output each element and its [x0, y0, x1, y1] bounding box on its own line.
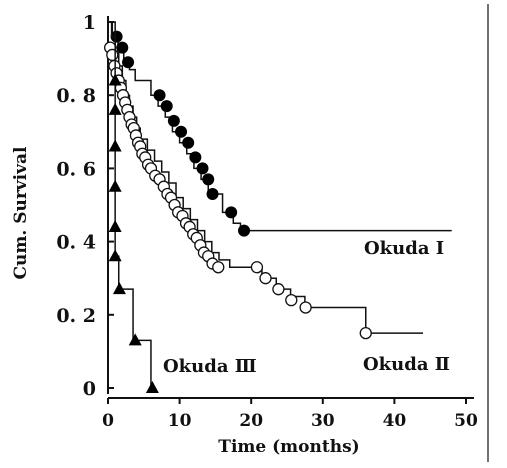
series-3-point — [108, 219, 122, 232]
series-1-point — [153, 89, 166, 102]
series-3-point — [108, 139, 122, 152]
y-axis-title: Cum. Survival — [11, 146, 31, 280]
series-1-point — [110, 30, 123, 43]
series-1-point — [206, 188, 219, 201]
series-3-point — [112, 282, 126, 295]
series-2-point — [259, 272, 272, 285]
series-1-point — [196, 162, 209, 175]
x-axis-title: Time (months) — [218, 437, 359, 457]
series-3-point — [108, 73, 122, 86]
x-tick-label: 20 — [239, 411, 263, 431]
series-1-point — [122, 56, 135, 69]
series-1-point — [202, 173, 215, 186]
series-3-point — [128, 333, 142, 346]
series-1-point — [225, 206, 238, 219]
series-1-point — [167, 114, 180, 127]
series-1-point — [238, 224, 251, 237]
series-1-point — [182, 136, 195, 149]
series-3-point — [108, 102, 122, 115]
series-2-point — [106, 48, 119, 62]
series-layer — [103, 21, 452, 393]
series-1-point — [175, 125, 188, 138]
series-2-point — [250, 261, 264, 274]
series-2-point — [212, 261, 225, 274]
series-label-3: Okuda Ⅲ — [163, 356, 257, 377]
series-3-point — [145, 381, 159, 393]
series-label-1: Okuda Ⅰ — [364, 238, 444, 259]
x-tick-label: 30 — [311, 411, 335, 431]
series-2-point — [272, 283, 285, 296]
y-tick-label: 0 — [83, 378, 96, 400]
label-layer: Okuda Ⅰ Okuda Ⅱ Okuda Ⅲ — [163, 238, 450, 377]
series-3-point — [108, 249, 122, 262]
y-tick-label: 0. 4 — [56, 232, 96, 254]
y-tick-label: 1 — [83, 12, 96, 34]
series-2-point — [359, 326, 372, 340]
series-3-point — [108, 179, 122, 192]
x-tick-label: 40 — [383, 411, 407, 431]
x-tick-label: 50 — [454, 411, 478, 431]
x-tick-label: 10 — [168, 411, 192, 431]
series-2-point — [299, 301, 312, 314]
series-1-point — [189, 151, 202, 164]
series-line-2 — [108, 21, 424, 334]
y-tick-label: 0. 2 — [56, 305, 96, 327]
x-tick-label: 0 — [102, 411, 114, 431]
series-2-point — [285, 294, 298, 307]
series-label-2: Okuda Ⅱ — [363, 354, 450, 375]
series-1-point — [160, 100, 173, 113]
y-tick-label: 0. 6 — [56, 158, 96, 180]
y-tick-label: 0. 8 — [56, 85, 96, 107]
